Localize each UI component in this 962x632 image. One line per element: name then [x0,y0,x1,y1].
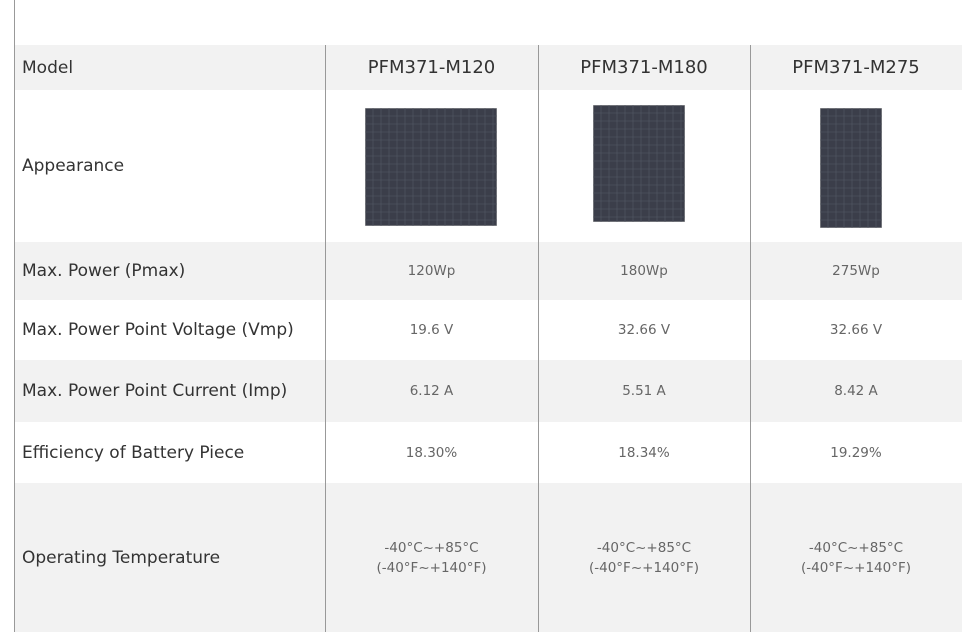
row-label: Operating Temperature [22,547,221,568]
value-cell: -40°C~+85°C (-40°F~+140°F) [325,483,538,632]
table-row [14,360,962,422]
row-label: Max. Power Point Current (Imp) [22,381,288,401]
value-cell: 18.34% [618,444,670,461]
panel-image [593,105,685,222]
row-label: Max. Power (Pmax) [22,261,186,281]
column-divider [325,45,326,632]
table-row [14,483,962,632]
value-cell: 19.6 V [409,322,454,338]
table-row [14,242,962,300]
border-line [14,0,15,632]
value-line: (-40°F~+140°F) [800,559,911,576]
value-line: -40°C~+85°C [808,539,904,556]
table-row [14,45,962,90]
value-cell: 8.42 A [834,383,878,399]
model-name: PFM371-M180 [580,57,708,78]
value-cell: 18.30% [405,444,458,461]
value-line: -40°C~+85°C [384,539,479,556]
value-line: (-40°F~+140°F) [588,559,699,576]
row-label: Max. Power Point Voltage (Vmp) [22,320,294,340]
value-cell: 5.51 A [622,383,666,399]
value-cell: 120Wp [407,263,456,279]
value-cell: -40°C~+85°C (-40°F~+140°F) [750,483,962,632]
panel-image [365,108,497,226]
value-cell: 32.66 V [617,322,671,338]
value-cell: 32.66 V [829,322,883,338]
value-line: -40°C~+85°C [596,539,692,556]
model-name: PFM371-M120 [367,57,496,78]
value-cell: 6.12 A [409,383,454,399]
column-divider [538,45,539,632]
row-label: Model [22,57,74,78]
row-label: Appearance [22,156,125,176]
value-cell: 275Wp [832,263,880,279]
value-cell: 180Wp [620,263,668,279]
value-cell: -40°C~+85°C (-40°F~+140°F) [538,483,750,632]
column-divider [750,45,751,632]
value-cell: 19.29% [830,444,882,461]
value-line: (-40°F~+140°F) [376,559,487,576]
row-label: Efficiency of Battery Piece [22,442,245,463]
model-name: PFM371-M275 [792,57,920,78]
panel-image [820,108,882,228]
